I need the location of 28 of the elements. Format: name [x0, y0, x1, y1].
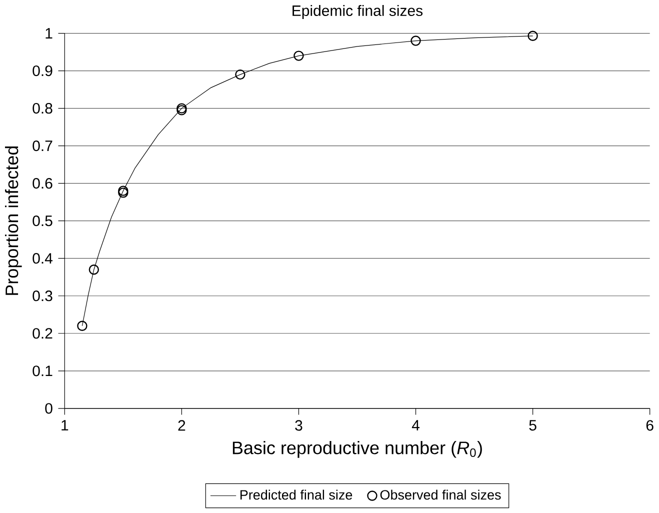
y-tick-label: 0.7	[32, 140, 52, 152]
x-axis-title: Basic reproductive number (R$_{0}$)	[232, 441, 482, 458]
point	[410, 36, 421, 46]
legend-label: Observed final sizes	[380, 490, 501, 500]
y-tick-label: 0.1	[32, 366, 52, 376]
y-tick-label: 0.6	[32, 178, 52, 189]
point	[294, 50, 304, 62]
y-tick-label: 1	[46, 28, 52, 39]
legend-label: Predicted final size	[240, 490, 352, 500]
y-tick-label: 0.3	[32, 290, 52, 302]
y-axis-title: Proportion infected	[5, 146, 22, 296]
x-tick-label: 1	[62, 420, 68, 431]
x-tick-label: 6	[646, 420, 654, 431]
y-tick-label: 0	[45, 403, 52, 414]
point	[88, 264, 100, 275]
y-tick-label: 0.5	[32, 216, 52, 226]
point	[528, 31, 538, 42]
y-tick-label: 0.2	[32, 328, 52, 339]
x-tick-label: 5	[529, 420, 536, 431]
point	[77, 320, 88, 332]
y-tick-label: 0.4	[32, 253, 53, 264]
x-tick-label: 3	[295, 420, 302, 431]
x-tick-label: 4	[412, 420, 420, 431]
chart-title: Epidemic final sizes	[292, 5, 423, 20]
y-tick-label: 0.8	[32, 103, 52, 114]
y-tick-label: 0.9	[32, 66, 52, 76]
x-tick-label: 2	[178, 420, 186, 431]
point	[235, 70, 246, 80]
